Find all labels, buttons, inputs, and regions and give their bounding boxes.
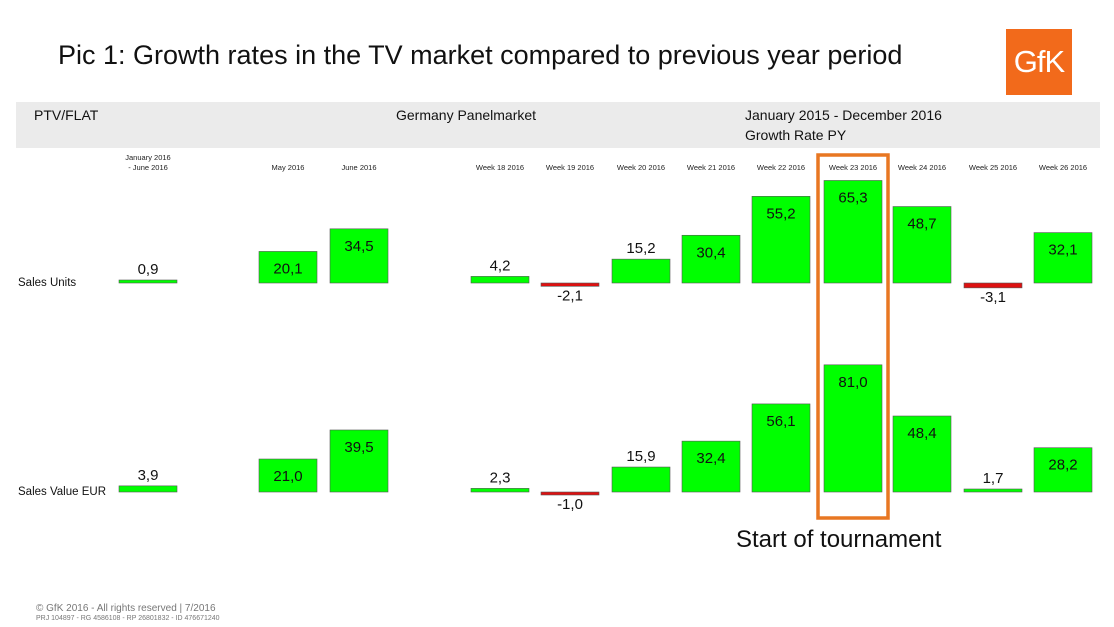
bar — [823, 180, 883, 284]
category-label: Week 22 2016 — [757, 163, 805, 172]
category-label: Week 26 2016 — [1039, 163, 1087, 172]
bar — [751, 403, 811, 493]
data-label: 32,4 — [696, 450, 725, 467]
bar — [1033, 447, 1093, 493]
category-label: Week 25 2016 — [969, 163, 1017, 172]
bar — [470, 276, 530, 284]
category-label: May 2016 — [272, 163, 305, 172]
segment-label: PTV/FLAT — [34, 107, 99, 123]
category-label: Week 24 2016 — [898, 163, 946, 172]
bar — [258, 458, 318, 493]
bar — [329, 228, 389, 284]
footer: © GfK 2016 - All rights reserved | 7/201… — [36, 603, 220, 622]
series-label-sales-value-eur: Sales Value EUR — [18, 486, 106, 498]
bar — [611, 258, 671, 284]
bar — [118, 485, 178, 493]
bar — [963, 282, 1023, 289]
market-label: Germany Panelmarket — [396, 107, 537, 123]
data-label: 21,0 — [273, 468, 302, 485]
category-label: - June 2016 — [128, 163, 168, 172]
bar — [681, 440, 741, 493]
data-label: 56,1 — [766, 413, 795, 430]
data-label: 15,9 — [626, 448, 655, 465]
bar — [540, 491, 600, 496]
data-label: 81,0 — [838, 374, 867, 391]
category-label: Week 21 2016 — [687, 163, 735, 172]
data-label: 48,7 — [907, 216, 936, 233]
category-label: January 2016 — [125, 153, 170, 162]
bar — [963, 488, 1023, 493]
annotation-start-of-tournament: Start of tournament — [736, 526, 942, 553]
data-label: 39,5 — [344, 439, 373, 456]
data-label: 20,1 — [273, 260, 302, 277]
period-label: January 2015 - December 2016 — [745, 107, 942, 123]
data-label: 0,9 — [138, 261, 159, 278]
bar — [118, 279, 178, 284]
highlight-box — [816, 153, 890, 520]
data-label: 4,2 — [490, 257, 511, 274]
measure-label: Growth Rate PY — [745, 127, 847, 143]
data-label: -2,1 — [557, 287, 583, 304]
bar — [540, 282, 600, 287]
gfk-logo: GfK — [1006, 29, 1072, 95]
info-band: PTV/FLAT Germany Panelmarket January 201… — [16, 102, 1100, 148]
data-label: 30,4 — [696, 244, 725, 261]
category-label: Week 18 2016 — [476, 163, 524, 172]
bar — [470, 488, 530, 493]
data-label: -3,1 — [980, 289, 1006, 306]
data-label: 3,9 — [138, 467, 159, 484]
page-title: Pic 1: Growth rates in the TV market com… — [58, 40, 903, 70]
category-label: Week 23 2016 — [829, 163, 877, 172]
bar — [892, 206, 952, 284]
footer-ids: PRJ 104897 - RG 4586108 - RP 26801832 - … — [36, 615, 220, 622]
data-label: 55,2 — [766, 205, 795, 222]
bar — [258, 251, 318, 284]
data-label: 2,3 — [490, 469, 511, 486]
data-label: 32,1 — [1048, 242, 1077, 259]
bar — [892, 415, 952, 493]
series-label-sales-units: Sales Units — [18, 277, 76, 289]
bar — [823, 364, 883, 493]
bar — [611, 466, 671, 493]
bar — [681, 234, 741, 284]
footer-copyright: © GfK 2016 - All rights reserved | 7/201… — [36, 603, 216, 614]
category-label: June 2016 — [341, 163, 376, 172]
data-label: -1,0 — [557, 496, 583, 513]
category-label: Week 20 2016 — [617, 163, 665, 172]
bar — [751, 196, 811, 284]
category-label: Week 19 2016 — [546, 163, 594, 172]
data-label: 1,7 — [983, 470, 1004, 487]
data-label: 28,2 — [1048, 457, 1077, 474]
data-label: 15,2 — [626, 240, 655, 257]
data-label: 48,4 — [907, 425, 936, 442]
bar — [329, 429, 389, 493]
bar — [1033, 232, 1093, 284]
data-label: 34,5 — [344, 238, 373, 255]
data-label: 65,3 — [838, 189, 867, 206]
